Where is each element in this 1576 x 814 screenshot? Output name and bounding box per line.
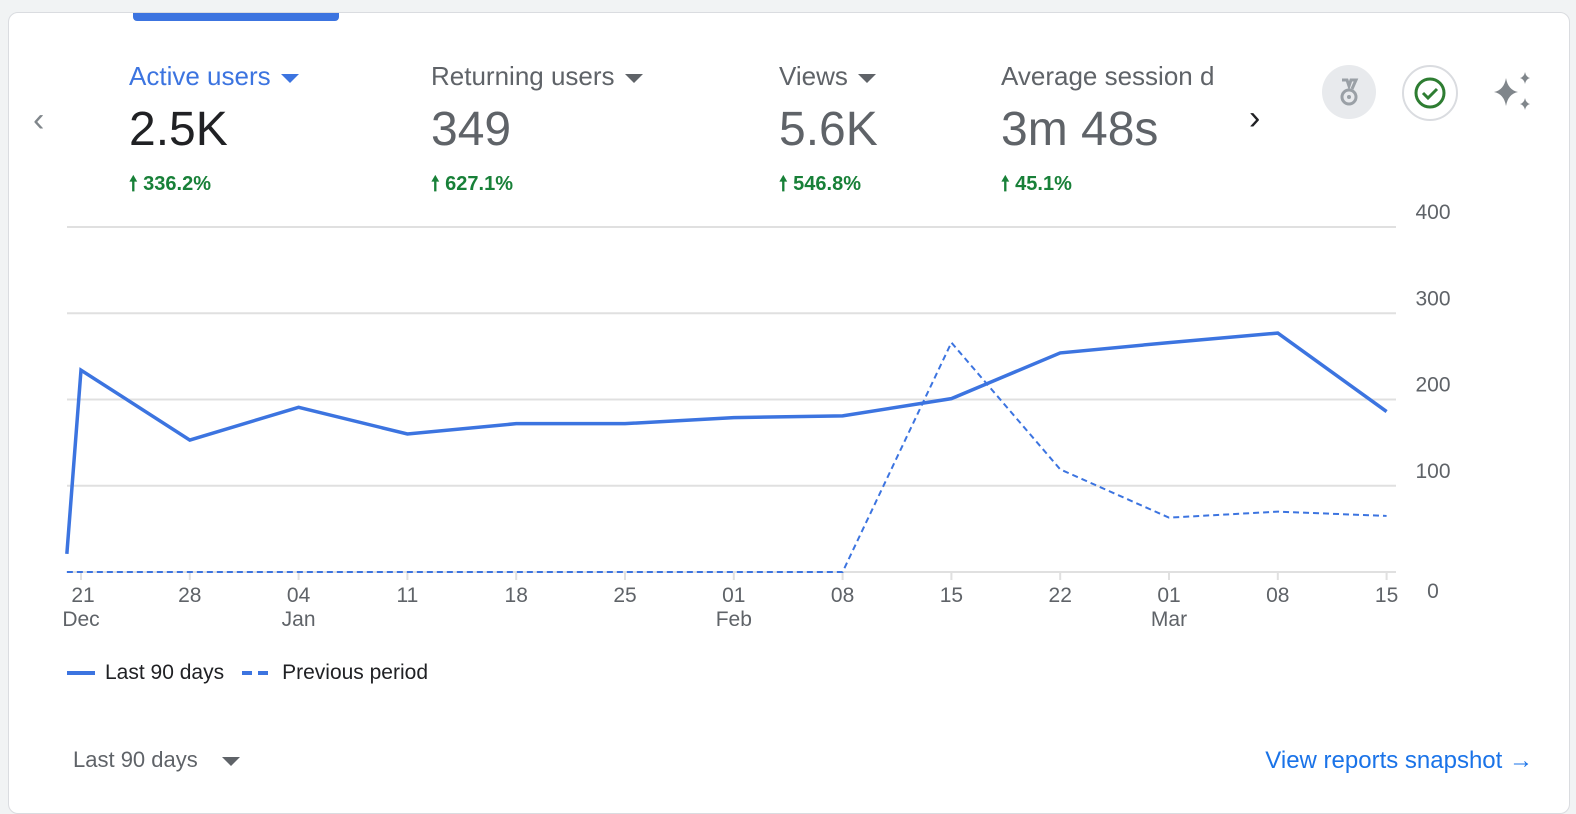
y-tick-label: 200 bbox=[1415, 374, 1450, 397]
metric-label: Returning users bbox=[431, 61, 615, 91]
legend-label: Previous period bbox=[282, 661, 429, 684]
metric-label: Views bbox=[779, 61, 848, 91]
metric-value: 349 bbox=[431, 103, 512, 156]
metric-active-users[interactable]: Active users 2.5K 🠕 336.2% bbox=[129, 61, 299, 203]
x-tick-label: 08 bbox=[1266, 584, 1289, 607]
y-tick-label: 0 bbox=[1427, 580, 1439, 603]
y-tick-label: 400 bbox=[1415, 201, 1450, 224]
x-month-label: Mar bbox=[1151, 608, 1187, 631]
overview-card: ‹ Active users 2.5K 🠕 336.2% Returning u… bbox=[8, 12, 1570, 814]
metric-views[interactable]: Views 5.6K 🠕 546.8% bbox=[779, 61, 878, 203]
x-tick-label: 04 bbox=[287, 584, 311, 607]
caret-down-icon[interactable] bbox=[857, 73, 876, 83]
legend-dashed-line-icon bbox=[242, 671, 273, 675]
chart-legend: Last 90 days Previous period bbox=[67, 661, 428, 685]
legend-label: Last 90 days bbox=[105, 661, 225, 684]
metric-avg-session[interactable]: Average session d 3m 48s 🠕 45.1% bbox=[1001, 61, 1227, 203]
caret-down-icon bbox=[221, 756, 240, 766]
x-month-label: Feb bbox=[716, 608, 752, 631]
series-line-previous-period bbox=[66, 340, 1387, 573]
date-range-select[interactable]: Last 90 days bbox=[73, 747, 240, 773]
next-metrics-button[interactable]: › bbox=[1249, 99, 1261, 137]
x-tick-label: 22 bbox=[1049, 584, 1072, 607]
check-circle-icon[interactable] bbox=[1402, 65, 1458, 121]
x-tick-label: 18 bbox=[505, 584, 528, 607]
x-month-label: Dec bbox=[62, 608, 99, 631]
legend-solid-line-icon bbox=[67, 671, 95, 675]
x-tick-label: 28 bbox=[178, 584, 201, 607]
x-tick-label: 08 bbox=[831, 584, 854, 607]
active-tab-indicator bbox=[133, 13, 339, 21]
x-month-label: Jan bbox=[282, 608, 316, 631]
y-tick-label: 300 bbox=[1415, 287, 1450, 310]
metric-change: 🠕 45.1% bbox=[1001, 173, 1072, 195]
metric-change: 🠕 546.8% bbox=[779, 173, 861, 195]
x-tick-label: 25 bbox=[613, 584, 636, 607]
y-tick-label: 100 bbox=[1415, 460, 1450, 483]
metric-value: 5.6K bbox=[779, 103, 878, 156]
series-line-last-90-days bbox=[65, 331, 1388, 555]
prev-metrics-button[interactable]: ‹ bbox=[33, 101, 45, 139]
metric-returning-users[interactable]: Returning users 349 🠕 627.1% bbox=[431, 61, 643, 203]
metric-label: Average session d bbox=[1001, 61, 1215, 91]
metric-change: 🠕 627.1% bbox=[431, 173, 513, 195]
x-tick-label: 01 bbox=[722, 584, 745, 607]
x-tick-label: 21 bbox=[71, 584, 94, 607]
x-tick-label: 01 bbox=[1157, 584, 1180, 607]
x-tick-label: 15 bbox=[1375, 584, 1398, 607]
sparkle-insights-icon[interactable] bbox=[1485, 65, 1539, 119]
arrow-right-icon: → bbox=[1509, 747, 1533, 774]
metric-value: 3m 48s bbox=[1001, 103, 1159, 156]
metric-value: 2.5K bbox=[129, 103, 228, 156]
metric-change: 🠕 336.2% bbox=[129, 173, 211, 195]
caret-down-icon[interactable] bbox=[624, 73, 643, 83]
medal-icon[interactable] bbox=[1322, 65, 1376, 119]
metric-label: Active users bbox=[129, 61, 271, 91]
x-tick-label: 11 bbox=[396, 584, 418, 607]
x-tick-label: 15 bbox=[940, 584, 963, 607]
view-reports-snapshot-link[interactable]: View reports snapshot → bbox=[1265, 747, 1533, 774]
line-chart: 0 100 200 300 400 21 28 04 11 18 25 01 08 15 22 01 08 15 D… bbox=[62, 201, 1450, 631]
caret-down-icon[interactable] bbox=[280, 73, 299, 83]
